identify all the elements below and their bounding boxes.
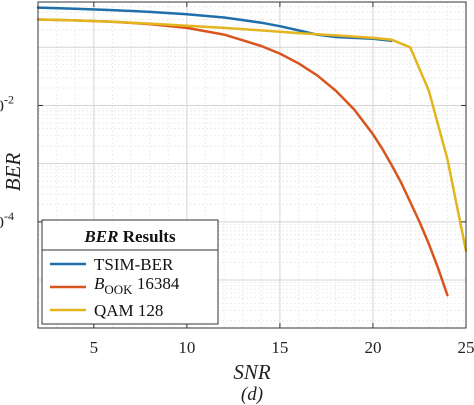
legend-box <box>41 219 219 325</box>
x-tick-label: 25 <box>458 338 474 357</box>
y-axis-title: BER <box>1 153 25 192</box>
plot-frame <box>37 1 467 329</box>
x-tick-labels: 5 10 15 20 25 <box>90 338 474 357</box>
tick-marks <box>38 2 467 328</box>
x-tick-label: 10 <box>178 338 195 357</box>
series-line-qam-128 <box>36 18 468 252</box>
series-line-tsim-ber <box>36 6 393 42</box>
figure-caption: (d) <box>241 384 263 405</box>
x-tick-label: 20 <box>364 338 381 357</box>
x-tick-label: 5 <box>90 338 99 357</box>
legend-label-tsim-ber: TSIM-BER <box>94 255 174 274</box>
legend-title: BER Results <box>83 227 176 246</box>
legend-label-b-ook: BOOK 16384 <box>94 274 180 297</box>
x-axis-title: SNR <box>233 360 271 384</box>
legend-label-qam-128: QAM 128 <box>94 301 163 320</box>
y-tick-labels: 10-2 10-4 <box>0 92 14 231</box>
y-tick-label: 10-2 <box>0 92 14 115</box>
x-tick-label: 15 <box>271 338 288 357</box>
legend: BER Results TSIM-BER BOOK 16384 QAM 128 <box>41 219 219 325</box>
y-tick-label: 10-4 <box>0 209 14 232</box>
series-layer <box>36 6 468 297</box>
